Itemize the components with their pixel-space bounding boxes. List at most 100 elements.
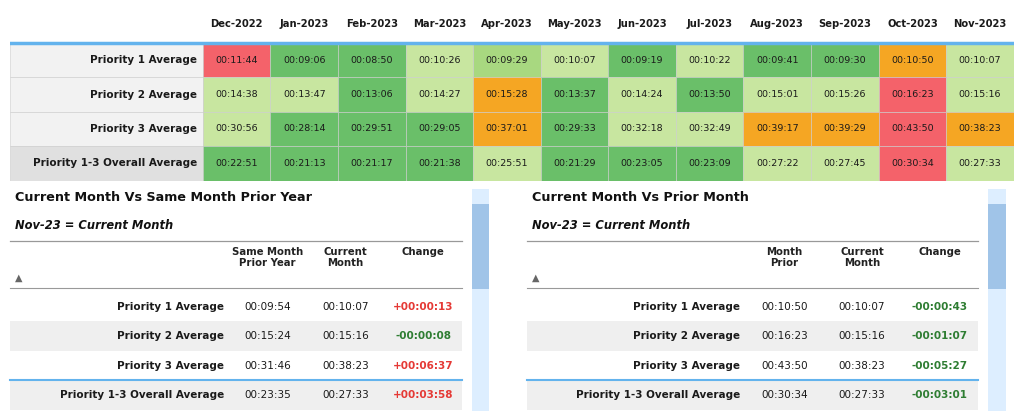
Bar (270, 146, 338, 181)
Text: 00:27:33: 00:27:33 (323, 390, 369, 400)
Text: Priority 3 Average: Priority 3 Average (90, 124, 197, 134)
Text: Priority 1 Average: Priority 1 Average (90, 55, 197, 65)
Text: 00:39:29: 00:39:29 (823, 124, 866, 134)
Text: 00:32:18: 00:32:18 (621, 124, 664, 134)
Bar (527, 322, 978, 351)
Text: 00:30:34: 00:30:34 (891, 159, 934, 168)
Bar (10, 322, 462, 351)
Bar (472, 204, 489, 289)
Text: Current Month Vs Prior Month: Current Month Vs Prior Month (532, 191, 750, 204)
Text: 00:21:29: 00:21:29 (553, 159, 596, 168)
Bar (879, 146, 946, 181)
Text: 00:10:26: 00:10:26 (418, 56, 461, 65)
Text: Same Month
Prior Year: Same Month Prior Year (232, 247, 303, 268)
Text: 00:38:23: 00:38:23 (839, 361, 886, 371)
Text: 00:30:56: 00:30:56 (215, 124, 258, 134)
Text: Priority 2 Average: Priority 2 Average (634, 331, 740, 341)
Text: 00:27:45: 00:27:45 (823, 159, 866, 168)
Bar (270, 77, 338, 112)
Bar (879, 43, 946, 77)
Bar (811, 112, 879, 146)
Bar (879, 112, 946, 146)
Text: 00:21:13: 00:21:13 (283, 159, 326, 168)
Text: 00:15:16: 00:15:16 (839, 331, 886, 341)
Text: Feb-2023: Feb-2023 (346, 19, 398, 29)
Text: Oct-2023: Oct-2023 (887, 19, 938, 29)
Bar (946, 43, 1014, 77)
Text: 00:30:34: 00:30:34 (761, 390, 808, 400)
Text: 00:09:41: 00:09:41 (756, 56, 799, 65)
Text: 00:08:50: 00:08:50 (350, 56, 393, 65)
Text: Priority 1-3 Overall Average: Priority 1-3 Overall Average (59, 390, 224, 400)
Bar (338, 112, 406, 146)
Bar (676, 112, 743, 146)
Bar (473, 77, 541, 112)
Text: Priority 2 Average: Priority 2 Average (90, 90, 197, 100)
Bar (406, 77, 473, 112)
Text: Sep-2023: Sep-2023 (818, 19, 871, 29)
Text: 00:13:06: 00:13:06 (350, 90, 393, 99)
Text: 00:43:50: 00:43:50 (891, 124, 934, 134)
Text: -00:05:27: -00:05:27 (911, 361, 968, 371)
Text: -00:00:43: -00:00:43 (911, 302, 968, 312)
Text: 00:13:37: 00:13:37 (553, 90, 596, 99)
Text: May-2023: May-2023 (547, 19, 602, 29)
Text: 00:23:09: 00:23:09 (688, 159, 731, 168)
Text: Current
Month: Current Month (840, 247, 884, 268)
Text: Change: Change (401, 247, 444, 256)
Text: 00:29:33: 00:29:33 (553, 124, 596, 134)
Bar (946, 112, 1014, 146)
Bar (473, 112, 541, 146)
Bar (988, 189, 1006, 411)
Text: 00:10:07: 00:10:07 (958, 56, 1001, 65)
Text: Nov-2023: Nov-2023 (953, 19, 1007, 29)
Bar (743, 146, 811, 181)
Text: 00:29:51: 00:29:51 (350, 124, 393, 134)
Bar (676, 43, 743, 77)
Text: Priority 2 Average: Priority 2 Average (117, 331, 224, 341)
Text: Change: Change (919, 247, 961, 256)
Text: 00:10:50: 00:10:50 (761, 302, 808, 312)
Text: 00:29:05: 00:29:05 (418, 124, 461, 134)
Bar (473, 146, 541, 181)
Bar (541, 43, 608, 77)
Text: Month
Prior: Month Prior (766, 247, 803, 268)
Bar (811, 43, 879, 77)
Bar (10, 77, 203, 112)
Bar (676, 77, 743, 112)
Bar (472, 189, 489, 411)
Bar (608, 77, 676, 112)
Bar (10, 4, 1014, 43)
Bar (406, 112, 473, 146)
Text: 00:21:17: 00:21:17 (350, 159, 393, 168)
Text: Priority 3 Average: Priority 3 Average (634, 361, 740, 371)
Text: Priority 3 Average: Priority 3 Average (117, 361, 224, 371)
Text: 00:31:46: 00:31:46 (245, 361, 291, 371)
Bar (10, 380, 462, 410)
Text: 00:14:38: 00:14:38 (215, 90, 258, 99)
Text: Jul-2023: Jul-2023 (687, 19, 733, 29)
Text: -00:00:08: -00:00:08 (395, 331, 452, 341)
Bar (338, 77, 406, 112)
Text: 00:15:01: 00:15:01 (756, 90, 799, 99)
Bar (541, 146, 608, 181)
Text: Apr-2023: Apr-2023 (481, 19, 532, 29)
Text: 00:15:28: 00:15:28 (485, 90, 528, 99)
Text: +00:00:13: +00:00:13 (393, 302, 454, 312)
Text: -00:01:07: -00:01:07 (911, 331, 968, 341)
Text: 00:10:07: 00:10:07 (553, 56, 596, 65)
Text: +00:06:37: +00:06:37 (393, 361, 454, 371)
Text: Aug-2023: Aug-2023 (751, 19, 804, 29)
Bar (203, 43, 270, 77)
Text: 00:14:24: 00:14:24 (621, 90, 664, 99)
Bar (743, 43, 811, 77)
Text: ▲: ▲ (532, 273, 540, 283)
Text: 00:10:22: 00:10:22 (688, 56, 731, 65)
Bar (406, 146, 473, 181)
Text: 00:15:26: 00:15:26 (823, 90, 866, 99)
Text: 00:09:29: 00:09:29 (485, 56, 528, 65)
Bar (406, 43, 473, 77)
Text: 00:32:49: 00:32:49 (688, 124, 731, 134)
Bar (203, 146, 270, 181)
Text: -00:03:01: -00:03:01 (911, 390, 968, 400)
